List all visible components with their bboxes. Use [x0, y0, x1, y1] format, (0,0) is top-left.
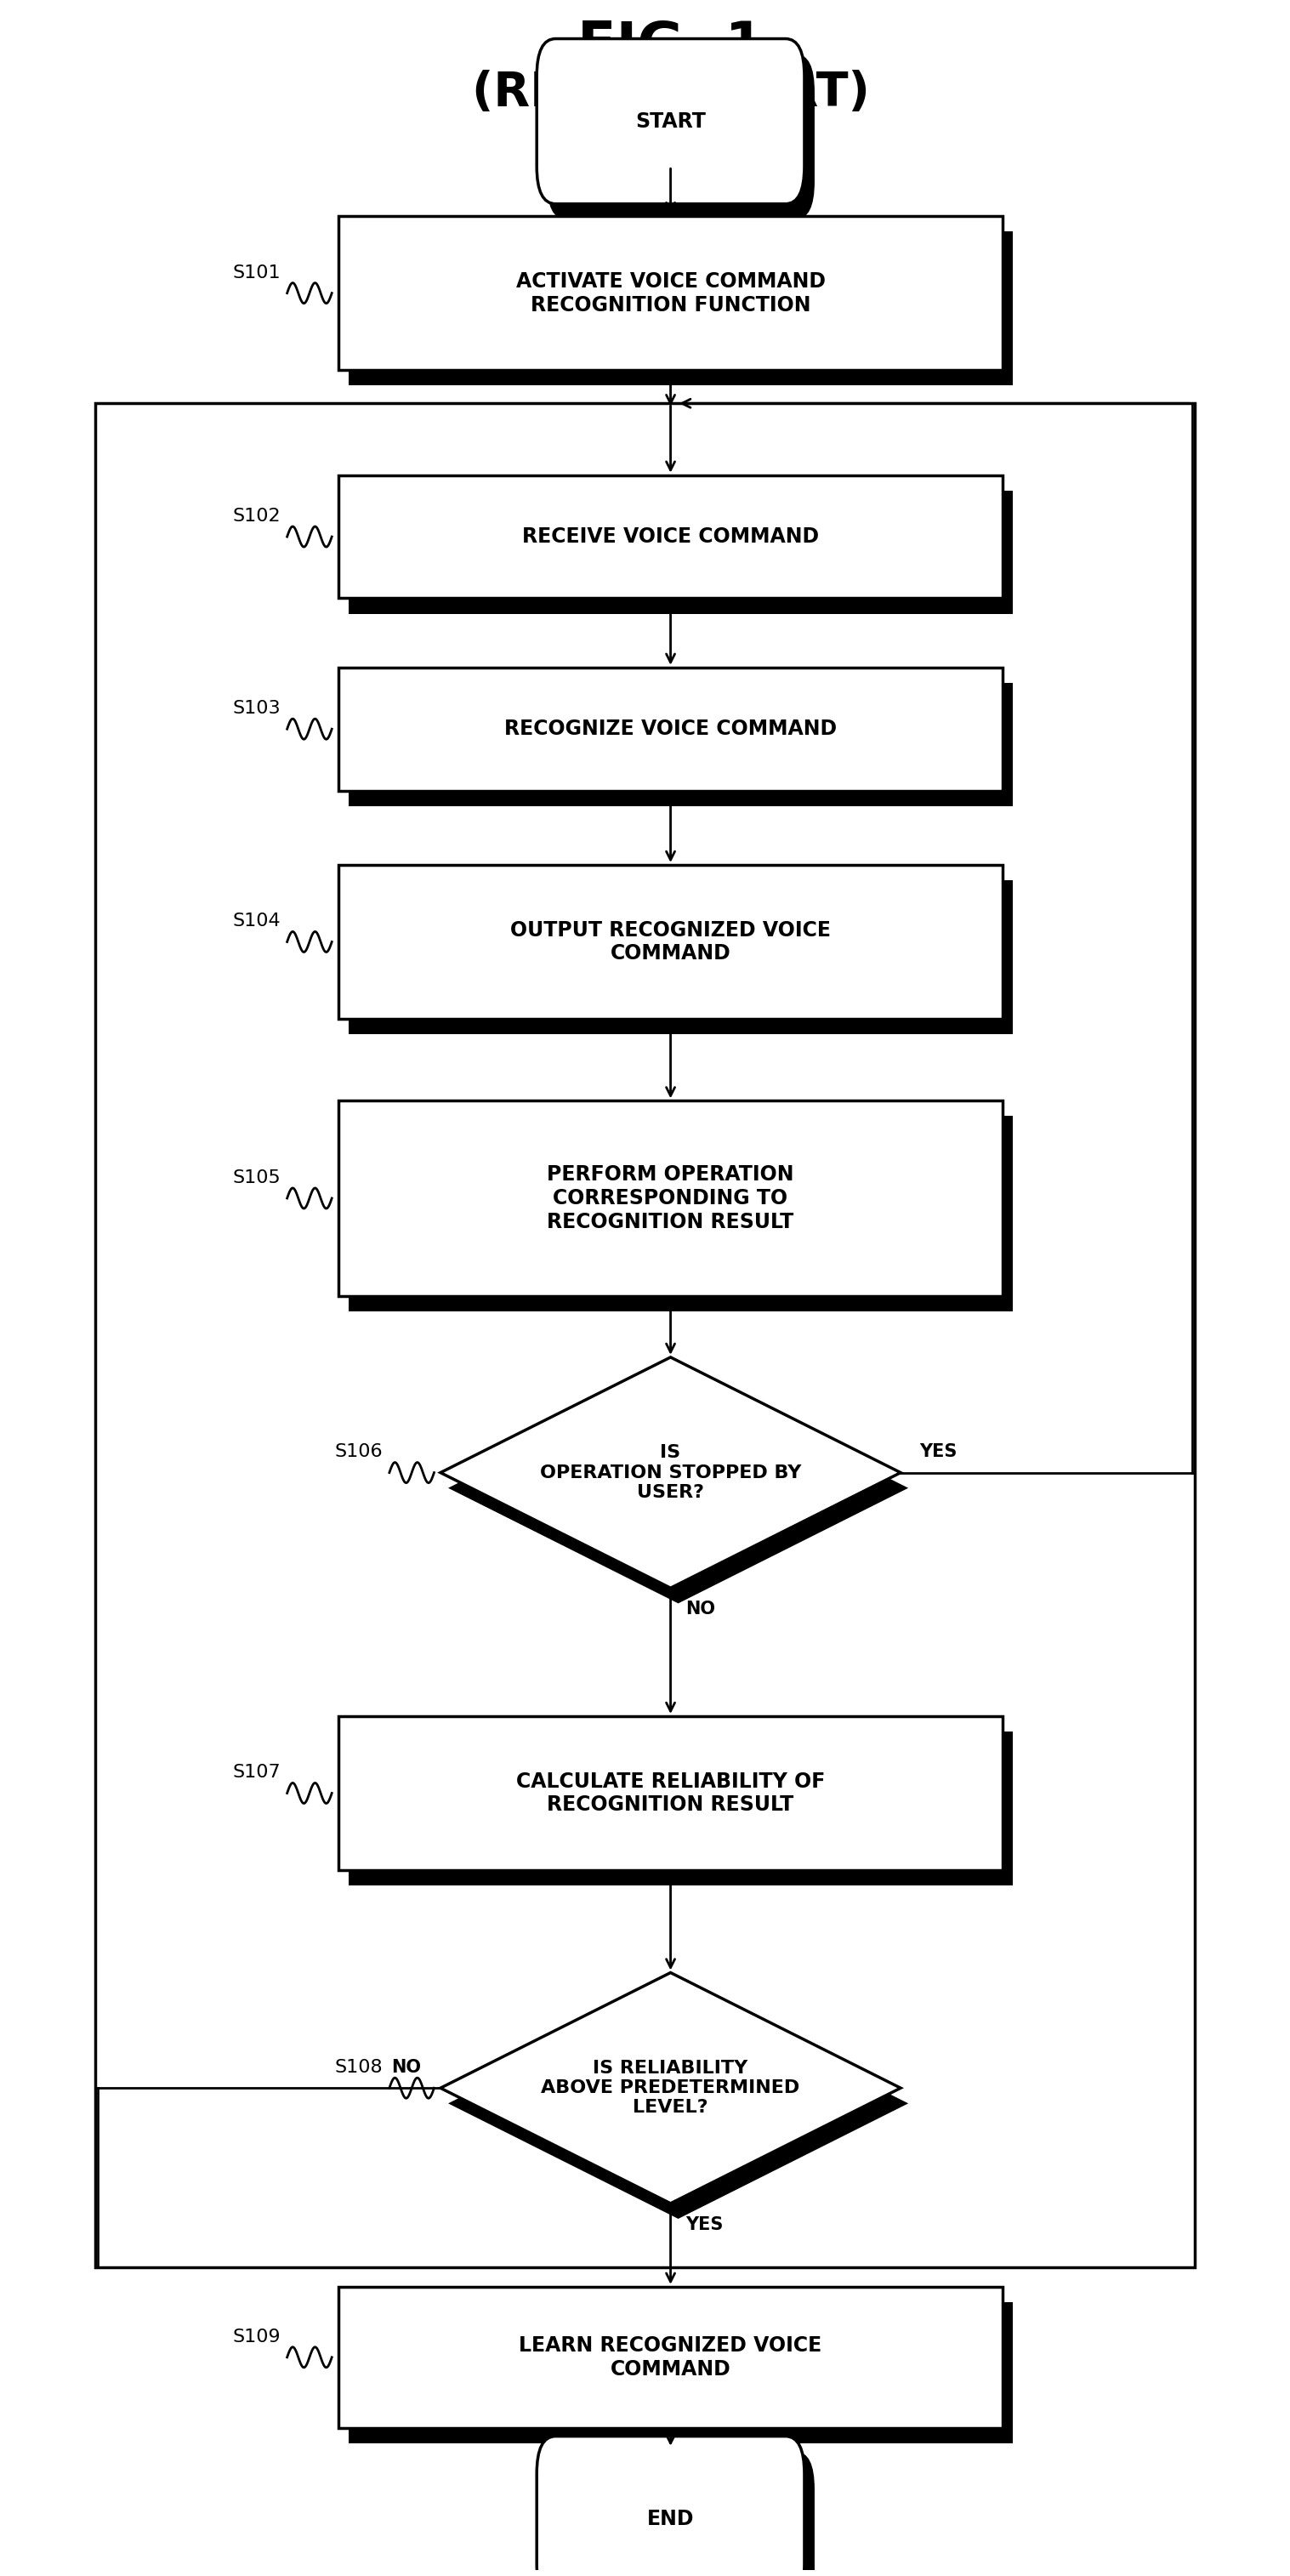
Text: S101: S101	[232, 265, 281, 281]
FancyBboxPatch shape	[338, 1716, 1002, 1870]
FancyBboxPatch shape	[348, 1115, 1013, 1311]
Text: IS
OPERATION STOPPED BY
USER?: IS OPERATION STOPPED BY USER?	[541, 1445, 801, 1502]
FancyBboxPatch shape	[338, 2287, 1002, 2427]
Polygon shape	[448, 1989, 908, 2218]
Text: YES: YES	[686, 2215, 724, 2233]
Polygon shape	[440, 1973, 900, 2202]
Text: S104: S104	[232, 912, 281, 930]
Text: OUTPUT RECOGNIZED VOICE
COMMAND: OUTPUT RECOGNIZED VOICE COMMAND	[511, 920, 831, 963]
Text: END: END	[648, 2509, 694, 2530]
FancyBboxPatch shape	[348, 232, 1013, 386]
FancyBboxPatch shape	[338, 216, 1002, 371]
FancyBboxPatch shape	[348, 683, 1013, 806]
FancyBboxPatch shape	[547, 54, 814, 219]
Text: S102: S102	[232, 507, 281, 526]
FancyBboxPatch shape	[348, 2303, 1013, 2442]
Text: S105: S105	[232, 1170, 281, 1185]
Text: NO: NO	[392, 2058, 422, 2076]
FancyBboxPatch shape	[547, 2452, 814, 2576]
Text: START: START	[636, 111, 706, 131]
Text: (RELATED ART): (RELATED ART)	[472, 70, 869, 116]
Text: S103: S103	[232, 701, 281, 716]
Text: YES: YES	[920, 1443, 957, 1461]
Text: FIG. 1: FIG. 1	[577, 18, 764, 75]
Text: RECEIVE VOICE COMMAND: RECEIVE VOICE COMMAND	[522, 526, 819, 546]
Text: IS RELIABILITY
ABOVE PREDETERMINED
LEVEL?: IS RELIABILITY ABOVE PREDETERMINED LEVEL…	[542, 2061, 800, 2117]
FancyBboxPatch shape	[338, 866, 1002, 1018]
Text: NO: NO	[686, 1600, 716, 1618]
FancyBboxPatch shape	[338, 1100, 1002, 1296]
Text: PERFORM OPERATION
CORRESPONDING TO
RECOGNITION RESULT: PERFORM OPERATION CORRESPONDING TO RECOG…	[547, 1164, 795, 1231]
Text: S107: S107	[232, 1765, 281, 1780]
FancyBboxPatch shape	[338, 474, 1002, 598]
Text: S108: S108	[335, 2058, 383, 2076]
Text: S109: S109	[232, 2329, 281, 2344]
Text: S106: S106	[335, 1443, 383, 1461]
FancyBboxPatch shape	[537, 2437, 805, 2576]
Polygon shape	[440, 1358, 900, 1587]
FancyBboxPatch shape	[537, 39, 805, 204]
Text: LEARN RECOGNIZED VOICE
COMMAND: LEARN RECOGNIZED VOICE COMMAND	[519, 2336, 822, 2380]
Text: RECOGNIZE VOICE COMMAND: RECOGNIZE VOICE COMMAND	[504, 719, 837, 739]
FancyBboxPatch shape	[338, 667, 1002, 791]
Polygon shape	[448, 1373, 908, 1602]
Text: ACTIVATE VOICE COMMAND
RECOGNITION FUNCTION: ACTIVATE VOICE COMMAND RECOGNITION FUNCT…	[516, 270, 826, 314]
FancyBboxPatch shape	[348, 1731, 1013, 1886]
Text: CALCULATE RELIABILITY OF
RECOGNITION RESULT: CALCULATE RELIABILITY OF RECOGNITION RES…	[516, 1772, 826, 1816]
FancyBboxPatch shape	[348, 881, 1013, 1033]
FancyBboxPatch shape	[348, 489, 1013, 613]
